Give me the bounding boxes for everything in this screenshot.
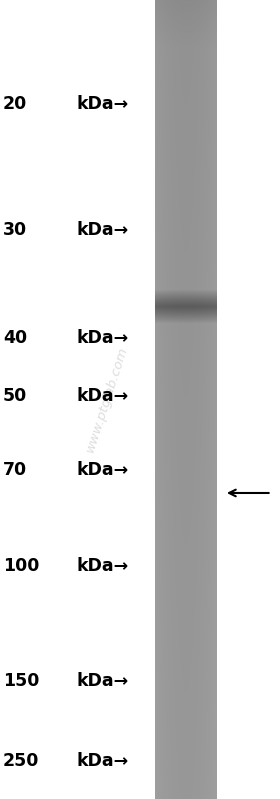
Text: kDa→: kDa→: [77, 753, 129, 770]
Text: 50: 50: [3, 387, 27, 404]
Text: 100: 100: [3, 557, 39, 574]
Text: kDa→: kDa→: [77, 387, 129, 404]
Text: kDa→: kDa→: [77, 461, 129, 479]
Text: 40: 40: [3, 329, 27, 347]
Text: www.ptglab.com: www.ptglab.com: [83, 345, 130, 454]
Text: 250: 250: [3, 753, 39, 770]
Text: kDa→: kDa→: [77, 557, 129, 574]
Text: kDa→: kDa→: [77, 329, 129, 347]
Text: kDa→: kDa→: [77, 672, 129, 690]
Text: 20: 20: [3, 95, 27, 113]
Text: 70: 70: [3, 461, 27, 479]
Text: kDa→: kDa→: [77, 95, 129, 113]
Text: 30: 30: [3, 221, 27, 239]
Text: kDa→: kDa→: [77, 221, 129, 239]
Text: 150: 150: [3, 672, 39, 690]
